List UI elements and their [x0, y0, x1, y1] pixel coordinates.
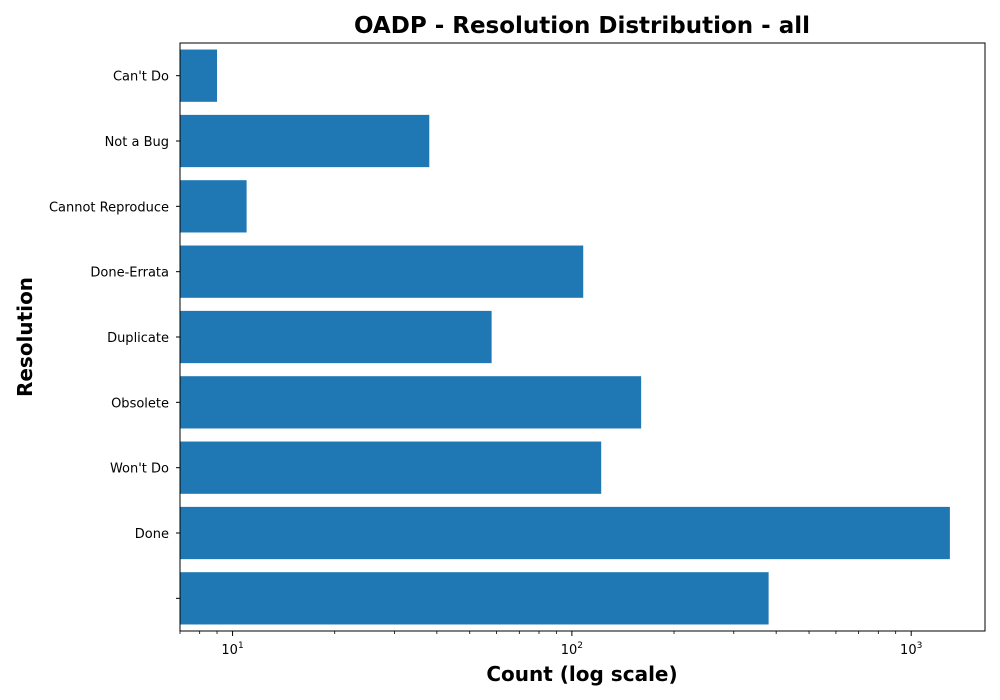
y-tick-label: Cannot Reproduce [49, 200, 169, 215]
chart-title: OADP - Resolution Distribution - all [354, 13, 810, 39]
x-axis-label: Count (log scale) [486, 662, 677, 686]
bar [180, 376, 642, 429]
bar [180, 180, 247, 233]
bar [180, 572, 769, 625]
y-tick-label: Can't Do [113, 70, 169, 85]
y-tick-label: Obsolete [111, 396, 169, 411]
y-tick-label: Done-Errata [90, 266, 169, 281]
bar [180, 49, 218, 102]
bar [180, 114, 430, 168]
bar [180, 310, 492, 364]
x-tick-label: 102 [561, 641, 583, 658]
y-tick-label: Done [135, 527, 169, 542]
bar [180, 245, 584, 298]
bars-group [180, 49, 950, 625]
y-tick-label: Won't Do [110, 462, 169, 477]
x-axis: 101 102 103 [179, 631, 922, 658]
y-tick-label: Not a Bug [105, 135, 169, 150]
x-tick-label: 101 [221, 641, 243, 658]
y-axis-label: Resolution [13, 277, 37, 397]
y-axis: Can't Do Not a Bug Cannot Reproduce Done-Er… [49, 70, 180, 599]
x-tick-label: 103 [900, 641, 922, 658]
bar [180, 441, 602, 494]
bar [180, 506, 950, 560]
y-tick-label: Duplicate [107, 331, 169, 346]
